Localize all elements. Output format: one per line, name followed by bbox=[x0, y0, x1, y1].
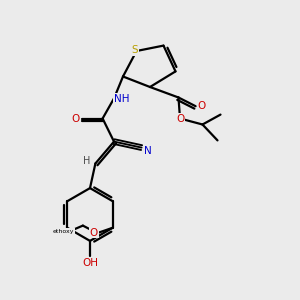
Text: O: O bbox=[89, 227, 98, 238]
Text: O: O bbox=[176, 113, 185, 124]
Text: OH: OH bbox=[82, 257, 98, 268]
Text: O: O bbox=[71, 113, 80, 124]
Text: O: O bbox=[197, 101, 206, 111]
Text: ethoxy: ethoxy bbox=[53, 229, 74, 233]
Text: S: S bbox=[131, 45, 138, 56]
Text: H: H bbox=[86, 257, 94, 268]
Text: OH: OH bbox=[82, 257, 98, 268]
Text: NH: NH bbox=[114, 94, 129, 104]
Text: H: H bbox=[83, 155, 91, 166]
Text: N: N bbox=[144, 146, 152, 156]
